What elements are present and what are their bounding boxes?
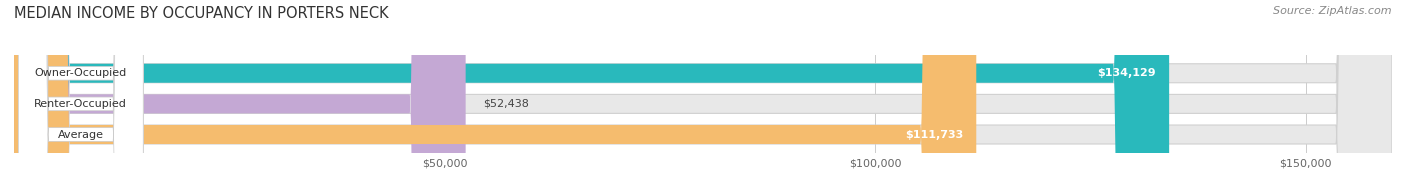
FancyBboxPatch shape <box>14 0 1392 196</box>
FancyBboxPatch shape <box>14 0 1392 196</box>
FancyBboxPatch shape <box>14 0 465 196</box>
FancyBboxPatch shape <box>14 0 1392 196</box>
FancyBboxPatch shape <box>14 0 976 196</box>
FancyBboxPatch shape <box>18 0 143 196</box>
Text: Source: ZipAtlas.com: Source: ZipAtlas.com <box>1274 6 1392 16</box>
Text: Owner-Occupied: Owner-Occupied <box>35 68 127 78</box>
Text: $111,733: $111,733 <box>905 130 963 140</box>
Text: $52,438: $52,438 <box>482 99 529 109</box>
Text: $134,129: $134,129 <box>1098 68 1156 78</box>
FancyBboxPatch shape <box>18 0 143 196</box>
FancyBboxPatch shape <box>14 0 1170 196</box>
Text: Renter-Occupied: Renter-Occupied <box>34 99 127 109</box>
Text: MEDIAN INCOME BY OCCUPANCY IN PORTERS NECK: MEDIAN INCOME BY OCCUPANCY IN PORTERS NE… <box>14 6 388 21</box>
FancyBboxPatch shape <box>18 0 143 196</box>
Text: Average: Average <box>58 130 104 140</box>
